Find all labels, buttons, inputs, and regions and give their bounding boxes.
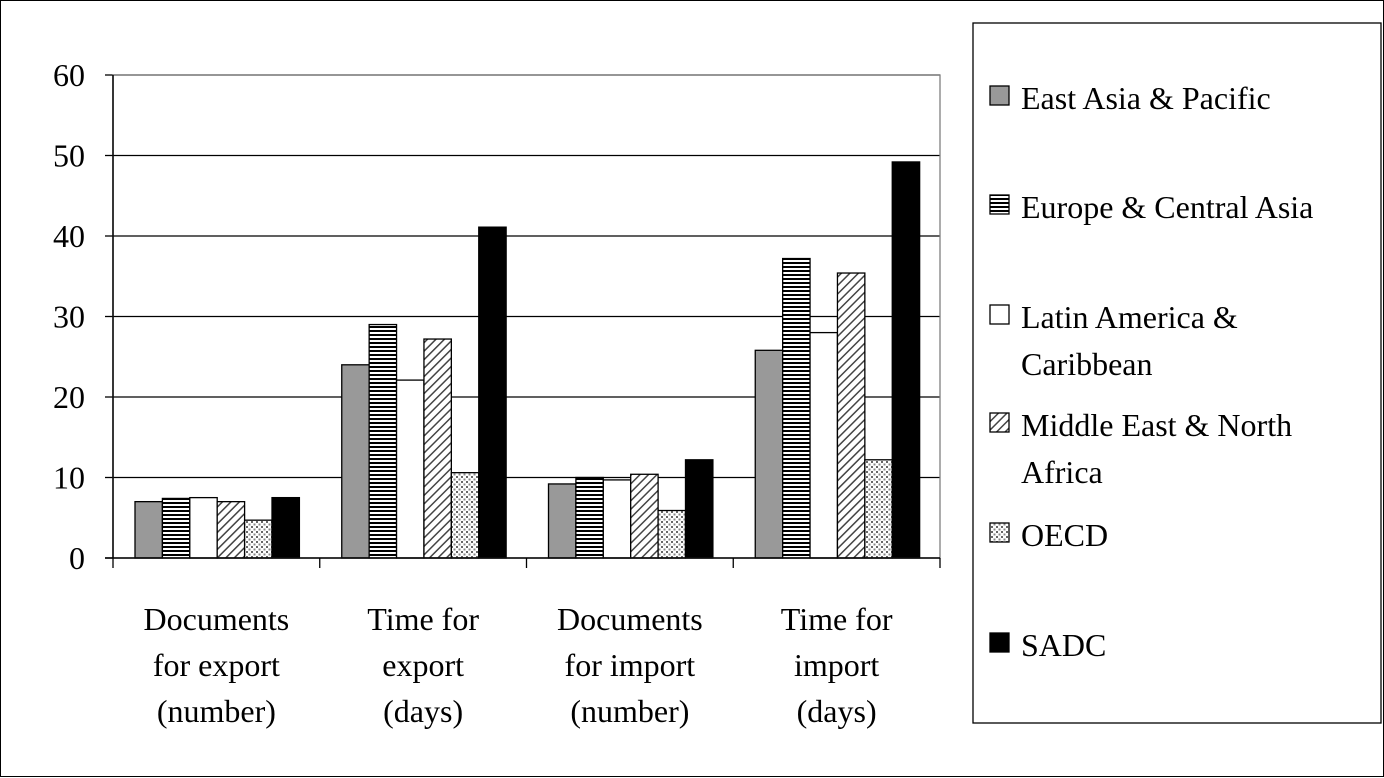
- bar: [450, 472, 480, 559]
- legend-box: [972, 22, 1382, 724]
- category-label: Time for export (days): [367, 601, 479, 729]
- bar: [684, 459, 714, 559]
- bar: [754, 349, 784, 559]
- bar: [809, 331, 839, 559]
- bar: [395, 379, 425, 559]
- y-tick-label: 60: [53, 57, 85, 93]
- y-tick-label: 0: [69, 540, 85, 576]
- bar: [243, 519, 273, 559]
- category-labels: Documents for export (number) Time for expor…: [144, 601, 893, 729]
- legend-swatch: [989, 632, 1010, 653]
- bar: [836, 272, 866, 559]
- bars: [134, 161, 921, 559]
- axes: [105, 74, 941, 568]
- bar: [602, 479, 632, 559]
- legend-swatch: [989, 412, 1010, 433]
- legend-label: Latin America & Caribbean: [1021, 299, 1238, 382]
- category-label: Documents for export (number): [144, 601, 290, 729]
- bar: [657, 509, 687, 559]
- legend-swatch: [989, 194, 1010, 215]
- y-tick-label: 50: [53, 138, 85, 174]
- bar: [478, 226, 507, 559]
- bar: [575, 476, 604, 559]
- legend-swatch: [989, 304, 1010, 325]
- bar: [216, 500, 246, 559]
- bar: [161, 497, 191, 559]
- bar: [134, 500, 164, 559]
- legend-label: Middle East & North Africa: [1021, 407, 1292, 490]
- legend: East Asia & Pacific Europe & Central Asia…: [972, 22, 1382, 724]
- bar: [864, 459, 893, 559]
- y-tick-label: 10: [53, 460, 85, 496]
- legend-label: OECD: [1021, 517, 1108, 553]
- bar: [368, 323, 398, 559]
- bar: [271, 496, 301, 559]
- bar: [891, 161, 921, 559]
- legend-swatch: [989, 85, 1010, 106]
- y-tick-label: 20: [53, 379, 85, 415]
- bar: [630, 473, 659, 559]
- bar: [189, 496, 218, 559]
- y-tick-label: 40: [53, 218, 85, 254]
- bar: [547, 483, 577, 559]
- legend-label: East Asia & Pacific: [1021, 80, 1271, 116]
- category-label: Time for import (days): [781, 601, 893, 729]
- legend-label: Europe & Central Asia: [1021, 189, 1313, 225]
- y-tick-label: 30: [53, 299, 85, 335]
- legend-swatch: [989, 522, 1010, 543]
- bar: [423, 338, 453, 559]
- bar: [341, 364, 370, 559]
- bar: [782, 257, 811, 559]
- y-tick-labels: 0 10 20 30 40 50 60: [53, 57, 85, 576]
- category-label: Documents for import (number): [557, 601, 703, 729]
- legend-label: SADC: [1021, 627, 1106, 663]
